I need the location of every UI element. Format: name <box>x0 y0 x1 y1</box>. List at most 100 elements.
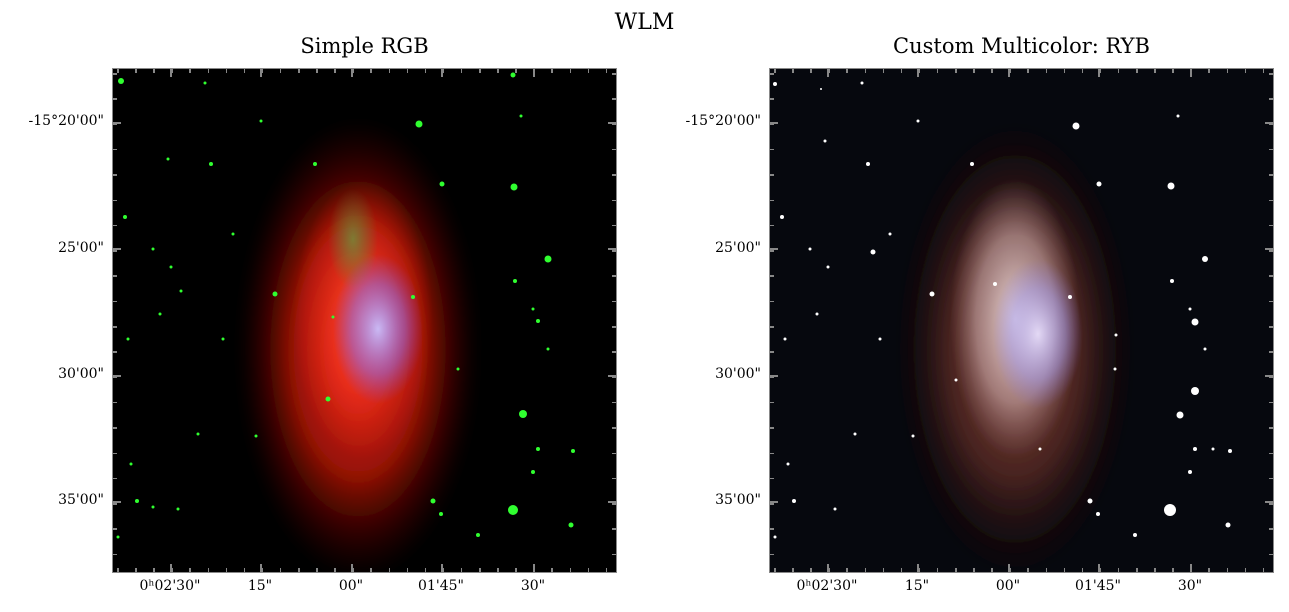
axis-tick <box>112 427 117 429</box>
axis-tick <box>441 68 443 77</box>
axis-tick <box>260 68 262 77</box>
axis-tick <box>261 568 264 573</box>
axis-tick <box>1269 98 1274 100</box>
axis-tick <box>117 68 119 73</box>
axis-tick <box>1269 427 1274 429</box>
axis-tick <box>769 326 774 328</box>
axis-tick <box>170 564 172 573</box>
axis-tick <box>1117 568 1120 573</box>
axis-tick <box>612 477 617 480</box>
axis-tick <box>479 568 481 573</box>
axis-tick <box>769 98 774 100</box>
axis-tick <box>1269 199 1274 201</box>
axis-tick <box>769 123 774 126</box>
axis-tick <box>792 68 794 73</box>
axis-tick <box>316 568 318 573</box>
axis-tick <box>569 568 571 573</box>
axis-tick <box>792 568 794 573</box>
axis-tick <box>917 564 919 573</box>
axis-tick <box>551 68 553 73</box>
axis-tick <box>515 68 517 73</box>
axis-tick <box>351 68 353 77</box>
axis-tick <box>1117 68 1120 73</box>
axis-tick <box>112 501 121 503</box>
axis-tick <box>1045 568 1047 573</box>
image-panel-custom-multicolor <box>769 68 1274 573</box>
axis-tick <box>769 501 778 503</box>
axis-tick <box>424 68 427 73</box>
axis-tick <box>769 528 774 530</box>
axis-tick <box>153 68 155 73</box>
axis-tick <box>1269 401 1274 404</box>
axis-tick <box>171 568 173 573</box>
axis-tick <box>587 568 590 573</box>
x-tick-label: 00" <box>995 578 1021 594</box>
axis-tick <box>1265 375 1274 377</box>
axis-tick <box>1081 568 1084 573</box>
axis-tick <box>769 300 774 303</box>
axis-tick <box>1063 68 1066 73</box>
y-tick-label: 25'00" <box>58 240 104 256</box>
axis-tick <box>769 275 774 277</box>
x-tick-label: 01'45" <box>418 578 464 594</box>
axis-tick <box>112 553 117 556</box>
axis-tick <box>298 568 300 573</box>
axis-tick <box>1063 568 1066 573</box>
galaxy-image-simple-rgb <box>116 72 575 572</box>
axis-tick <box>112 477 117 480</box>
axis-tick <box>112 123 117 126</box>
axis-tick <box>1099 68 1102 73</box>
axis-tick <box>112 503 117 505</box>
axis-tick <box>112 452 117 454</box>
axis-tick <box>533 564 535 573</box>
axis-tick <box>769 401 774 404</box>
axis-tick <box>1045 68 1047 73</box>
axis-tick <box>334 68 336 73</box>
axis-tick <box>827 68 829 77</box>
axis-tick <box>1269 300 1274 303</box>
axis-tick <box>769 250 774 252</box>
panel-title-simple-rgb: Simple RGB <box>300 34 429 58</box>
axis-tick <box>279 68 282 73</box>
axis-tick <box>497 568 499 573</box>
axis-tick <box>112 351 117 353</box>
axis-tick <box>1244 68 1247 73</box>
axis-tick <box>442 568 445 573</box>
axis-tick <box>1269 503 1274 505</box>
axis-tick <box>153 568 155 573</box>
axis-tick <box>774 68 776 73</box>
axis-tick <box>612 553 617 556</box>
axis-tick <box>1008 68 1010 77</box>
axis-tick <box>769 553 774 556</box>
axis-tick <box>608 375 617 377</box>
axis-tick <box>769 248 778 250</box>
axis-tick <box>170 68 172 77</box>
axis-tick <box>515 568 517 573</box>
axis-tick <box>769 224 774 227</box>
x-tick-label: 0ʰ02'30" <box>139 578 201 594</box>
axis-tick <box>406 568 409 573</box>
axis-tick <box>612 452 617 454</box>
axis-tick <box>936 68 939 73</box>
axis-tick <box>918 68 921 73</box>
axis-tick <box>1269 73 1274 75</box>
axis-tick <box>1269 376 1274 379</box>
axis-tick <box>918 568 921 573</box>
axis-tick <box>441 564 443 573</box>
axis-tick <box>298 68 300 73</box>
axis-tick <box>112 375 121 377</box>
axis-tick <box>406 68 409 73</box>
axis-tick <box>279 568 282 573</box>
axis-tick <box>612 427 617 429</box>
y-tick-label: -15°20'00" <box>685 113 761 129</box>
axis-tick <box>769 503 774 505</box>
axis-tick <box>1269 351 1274 353</box>
axis-tick <box>497 68 499 73</box>
axis-tick <box>171 68 173 73</box>
axis-tick <box>769 122 778 124</box>
axis-tick <box>1136 68 1138 73</box>
axis-tick <box>112 199 117 201</box>
axis-tick <box>1208 568 1210 573</box>
axis-tick <box>769 452 774 454</box>
axis-tick <box>1190 564 1192 573</box>
